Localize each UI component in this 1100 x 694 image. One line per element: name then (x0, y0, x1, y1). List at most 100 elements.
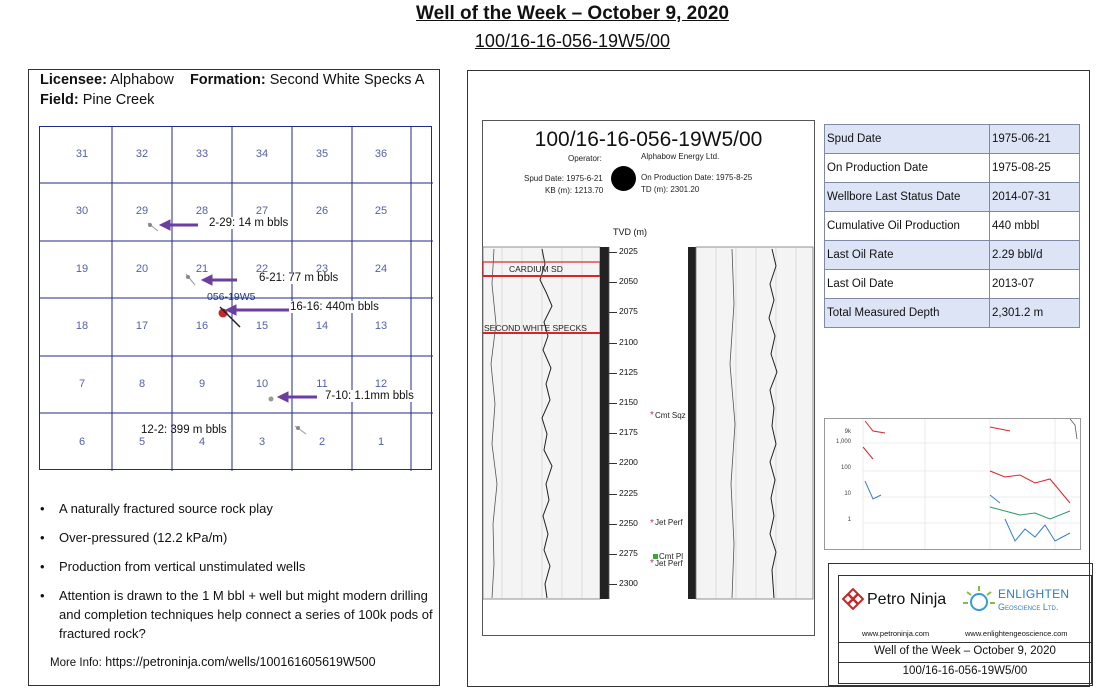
depth-tick-mark (609, 312, 617, 314)
page-title: Well of the Week – October 9, 2020 (416, 3, 729, 24)
well-12-2-icon (296, 426, 300, 430)
chart-y-tick: 9k (844, 429, 851, 435)
depth-tick-label: 2025 (619, 246, 638, 256)
section-number: 30 (75, 205, 89, 217)
section-number: 20 (135, 263, 149, 275)
section-number: 21 (195, 263, 209, 275)
log-td: TD (m): 2301.20 (641, 185, 700, 194)
section-number: 14 (315, 320, 329, 332)
map-gridlines (40, 127, 433, 471)
info-value: 2014-07-31 (989, 182, 1080, 212)
target-well-label: 056-19W5 (207, 291, 256, 303)
log-operator: Alphabow Energy Ltd. (641, 152, 720, 161)
table-row: Total Measured Depth 2,301.2 m (824, 298, 1080, 328)
more-info: More Info: https://petroninja.com/wells/… (50, 655, 376, 669)
section-number: 31 (75, 148, 89, 160)
section-number: 32 (135, 148, 149, 160)
well-log-panel (482, 120, 815, 636)
enlighten-url[interactable]: www.enlightengeoscience.com (965, 629, 1068, 638)
info-key: On Production Date (824, 153, 990, 183)
depth-tick-mark (609, 523, 617, 525)
info-key: Wellbore Last Status Date (824, 182, 990, 212)
field-value: Pine Creek (82, 92, 155, 108)
section-number: 7 (78, 378, 86, 390)
info-key: Total Measured Depth (824, 298, 990, 328)
depth-tick-label: 2125 (619, 366, 638, 377)
section-number: 15 (255, 320, 269, 332)
right-panel (467, 70, 1090, 687)
enlighten-logo-subtext: Geoscience Ltd. (998, 602, 1059, 612)
footer-uwi: 100/16-16-056-19W5/00 (902, 665, 1028, 677)
perf-label: Jet Perf (655, 559, 683, 568)
perf-label: Cmt Sqz (655, 411, 686, 420)
licensee-label: Licensee: (40, 72, 107, 88)
depth-tick-mark (609, 342, 617, 344)
section-number: 34 (255, 148, 269, 160)
more-info-label: More Info: (50, 657, 102, 669)
section-number: 2 (318, 436, 326, 448)
formation-top-label: SECOND WHITE SPECKS (484, 323, 587, 333)
depth-tick-mark (609, 372, 617, 374)
map-annotation: 12-2: 399 m bbls (141, 424, 227, 436)
info-key: Spud Date (824, 124, 990, 154)
well-info-table: Spud Date 1975-06-21 On Production Date 197… (824, 124, 1080, 328)
list-item: • Over-pressured (12.2 kPa/m) (40, 530, 228, 545)
map-annotation: 7-10: 1.1mm bbls (324, 390, 415, 402)
depth-tick-label: 2100 (619, 336, 638, 347)
depth-tick-label: 2225 (619, 487, 638, 498)
section-number: 24 (374, 263, 388, 275)
log-spud-date: Spud Date: 1975-6-21 (524, 174, 603, 183)
well-uwi-subtitle: 100/16-16-056-19W5/00 (474, 31, 671, 51)
section-number: 25 (374, 205, 388, 217)
svg-text:*: * (650, 558, 654, 569)
well-6-21-icon (186, 275, 190, 279)
perf-label: Jet Perf (655, 518, 683, 527)
info-key: Last Oil Rate (824, 240, 990, 270)
section-number: 36 (374, 148, 388, 160)
map-annotation: 16-16: 440m bbls (289, 301, 380, 313)
perf-label: Cmt Pl (659, 552, 683, 561)
licensee-line: Licensee: Alphabow Formation: Second Whi… (40, 72, 424, 88)
section-number: 11 (316, 378, 328, 390)
enlighten-logo-text: ENLIGHTEN (998, 587, 1070, 601)
info-value: 2013-07 (989, 269, 1080, 299)
depth-tick-mark (609, 252, 617, 253)
bullet-list: • A naturally fractured source rock play … (40, 499, 435, 643)
chart-y-tick: 100 (840, 465, 851, 471)
list-item: • A naturally fractured source rock play (40, 501, 273, 516)
logo-inner-box (838, 575, 1092, 684)
depth-tick-label: 2050 (619, 276, 638, 287)
depth-tick-mark (609, 403, 617, 404)
production-chart-plot (862, 419, 1080, 549)
depth-tick-mark (609, 493, 617, 495)
section-number: 13 (374, 320, 388, 332)
petro-ninja-logo-icon (842, 588, 864, 610)
petro-ninja-url[interactable]: www.petroninja.com (862, 629, 930, 638)
section-number: 16 (195, 320, 209, 332)
list-item: • Attention is drawn to the 1 M bbl + wel… (40, 588, 433, 641)
section-number: 18 (75, 320, 89, 332)
log-on-production: On Production Date: 1975-8-25 (641, 173, 753, 182)
depth-tick-mark (609, 463, 617, 465)
more-info-link[interactable]: https://petroninja.com/wells/10016160561… (105, 655, 376, 669)
section-number: 1 (377, 436, 385, 448)
section-number: 3 (258, 436, 266, 448)
section-number: 29 (135, 205, 149, 217)
section-number: 4 (198, 436, 206, 448)
depth-tick-mark (609, 584, 617, 586)
logo-divider (838, 642, 1092, 643)
log-uwi-title: 100/16-16-056-19W5/00 (534, 128, 763, 151)
log-kb: KB (m): 1213.70 (545, 186, 604, 195)
section-number: 33 (195, 148, 209, 160)
info-value: 2,301.2 m (989, 298, 1080, 328)
formation-label: Formation: (189, 72, 266, 88)
section-number: 5 (138, 436, 146, 448)
section-number: 35 (315, 148, 329, 160)
section-number: 12 (374, 378, 388, 390)
section-number: 26 (315, 205, 329, 217)
info-value: 440 mbbl (989, 211, 1080, 241)
section-number: 19 (75, 263, 89, 275)
log-operator-label: Operator: (568, 154, 602, 163)
well-7-10-icon (268, 396, 274, 402)
table-row: Spud Date 1975-06-21 (824, 124, 1080, 154)
